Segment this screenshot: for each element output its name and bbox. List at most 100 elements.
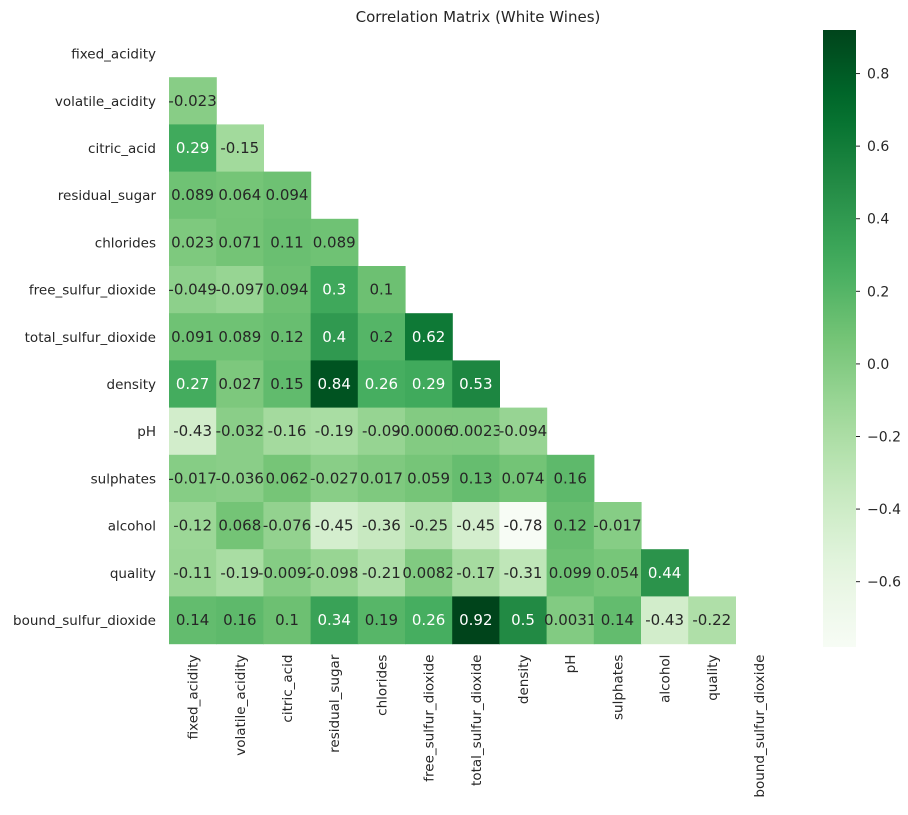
heatmap-cell — [357, 454, 406, 503]
cell-value-label: 0.84 — [317, 375, 350, 393]
colorbar-tick-label: 0.2 — [867, 284, 889, 300]
heatmap-cell — [641, 549, 689, 597]
cell-value-label: 0.29 — [176, 139, 209, 157]
x-tick-label: quality — [705, 655, 721, 701]
heatmap-cell — [216, 407, 264, 456]
cell-value-label: -0.032 — [216, 422, 264, 440]
heatmap-cell — [357, 502, 406, 550]
colorbar-tick-label: 0.6 — [867, 139, 889, 155]
heatmap-cell — [310, 454, 359, 503]
heatmap-cell — [169, 124, 217, 173]
cell-value-label: 0.089 — [171, 186, 214, 204]
heatmap-cell — [263, 502, 312, 550]
cell-value-label: -0.21 — [362, 564, 401, 582]
heatmap-cell — [216, 266, 264, 314]
heatmap-cell — [169, 171, 217, 220]
cell-value-label: 0.26 — [412, 611, 445, 629]
x-tick-label: density — [516, 655, 532, 705]
heatmap-cell — [216, 360, 264, 409]
heatmap-cell — [216, 454, 264, 503]
x-tick-label: sulphates — [610, 655, 626, 720]
x-tick-label: residual_sugar — [327, 654, 343, 753]
cell-value-label: 0.017 — [360, 469, 403, 487]
heatmap-cell — [499, 502, 548, 550]
cell-value-label: -0.31 — [504, 564, 543, 582]
x-axis-labels: fixed_acidity volatile_acidity citric_acid… — [186, 654, 768, 797]
heatmap-cell — [452, 502, 500, 550]
heatmap-cell — [405, 360, 453, 409]
heatmap-cell — [405, 407, 453, 456]
heatmap-cell — [169, 360, 217, 409]
heatmap-cell — [310, 313, 359, 361]
cell-value-label: 0.091 — [171, 328, 214, 346]
cell-value-label: 0.27 — [176, 375, 209, 393]
y-tick-label: chlorides — [95, 235, 156, 251]
heatmap-cell — [546, 549, 595, 597]
cell-value-label: -0.17 — [456, 564, 495, 582]
cell-value-label: -0.0092 — [258, 564, 316, 582]
cell-value-label: -0.00062 — [395, 422, 462, 440]
cell-value-label: 0.16 — [553, 469, 586, 487]
y-tick-label: alcohol — [108, 519, 156, 535]
cell-value-label: 0.34 — [317, 611, 350, 629]
y-tick-label: density — [107, 377, 157, 393]
cell-value-label: 0.62 — [412, 328, 445, 346]
colorbar: 0.8 0.6 0.4 0.2 0.0 −0.2 −0.4 −0.6 — [823, 30, 901, 647]
cell-value-label: 0.064 — [218, 186, 261, 204]
cell-value-label: 0.14 — [176, 611, 209, 629]
heatmap-cell — [641, 596, 689, 645]
cell-value-label: -0.22 — [692, 611, 731, 629]
heatmap-cell — [357, 313, 406, 361]
cell-value-label: -0.45 — [456, 517, 495, 535]
cell-value-label: -0.19 — [220, 564, 259, 582]
heatmap-cell — [216, 596, 264, 645]
heatmap-cell — [593, 549, 642, 597]
cell-value-label: 0.0082 — [402, 564, 455, 582]
y-tick-label: bound_sulfur_dioxide — [13, 613, 156, 629]
chart-title: Correlation Matrix (White Wines) — [356, 8, 601, 26]
heatmap-cell — [405, 502, 453, 550]
cell-value-label: 0.068 — [218, 517, 261, 535]
cell-value-label: 0.2 — [369, 328, 393, 346]
heatmap-cell — [263, 596, 312, 645]
cell-value-label: 0.5 — [511, 611, 535, 629]
cell-value-label: 0.054 — [596, 564, 639, 582]
heatmap-cell — [263, 360, 312, 409]
y-tick-label: free_sulfur_dioxide — [29, 283, 156, 299]
y-tick-label: citric_acid — [88, 141, 156, 157]
x-tick-label: fixed_acidity — [186, 655, 202, 740]
heatmap-cell — [405, 454, 453, 503]
cell-value-label: -0.017 — [593, 517, 641, 535]
heatmap-cell — [310, 218, 359, 267]
heatmap-cell — [263, 549, 312, 597]
heatmap-cell — [310, 360, 359, 409]
cell-value-label: 0.071 — [218, 233, 261, 251]
cell-value-label: 0.26 — [365, 375, 398, 393]
y-tick-label: fixed_acidity — [71, 47, 156, 63]
y-tick-label: sulphates — [91, 471, 156, 487]
cell-value-label: 0.059 — [407, 469, 450, 487]
x-tick-label: total_sulfur_dioxide — [469, 655, 485, 786]
y-tick-label: pH — [137, 424, 156, 440]
cell-value-label: 0.44 — [648, 564, 681, 582]
heatmap-cell — [216, 124, 264, 173]
cell-value-label: -0.098 — [310, 564, 358, 582]
heatmap-cell — [357, 549, 406, 597]
cell-value-label: 0.0023 — [450, 422, 503, 440]
cell-value-label: 0.062 — [266, 469, 309, 487]
cell-value-label: -0.45 — [315, 517, 354, 535]
x-tick-label: citric_acid — [280, 655, 296, 723]
y-tick-label: total_sulfur_dioxide — [25, 330, 156, 346]
cell-value-label: 0.12 — [270, 328, 303, 346]
heatmap-cell — [357, 266, 406, 314]
y-axis-labels: fixed_acidity volatile_acidity citric_acid… — [13, 47, 156, 629]
heatmap-cell — [546, 454, 595, 503]
cell-value-label: 0.15 — [270, 375, 303, 393]
cell-value-label: -0.036 — [216, 469, 264, 487]
colorbar-tick-label: −0.6 — [867, 575, 901, 591]
y-tick-label: volatile_acidity — [55, 94, 156, 110]
cell-value-label: 0.19 — [365, 611, 398, 629]
heatmap-cell — [216, 313, 264, 361]
heatmap-cell — [216, 171, 264, 220]
